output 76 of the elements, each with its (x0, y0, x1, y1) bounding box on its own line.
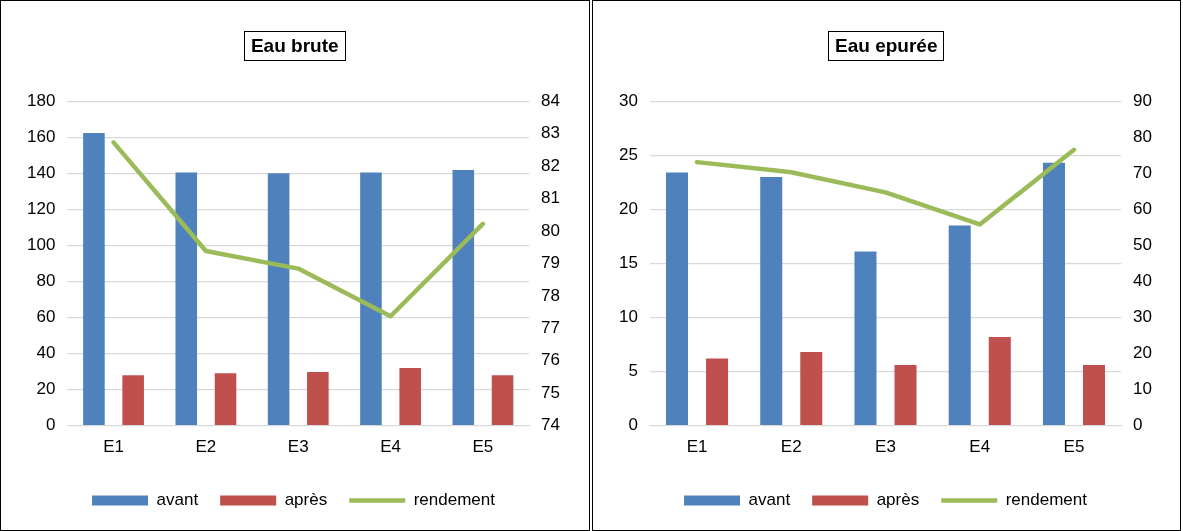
x-tick-label: E5 (1063, 437, 1084, 457)
y2-tick-label: 78 (541, 285, 561, 305)
bar (267, 173, 290, 425)
y2-tick-label: 84 (541, 90, 561, 110)
x-tick-label: E1 (103, 437, 124, 457)
x-tick-label: E2 (195, 437, 217, 457)
bar (799, 352, 822, 425)
bar (894, 365, 917, 425)
y2-tick-label: 10 (1132, 379, 1152, 399)
y2-tick-label: 80 (1132, 126, 1152, 146)
bar (988, 336, 1011, 425)
x-tick-label: E1 (686, 437, 707, 457)
x-tick-label: E5 (472, 437, 494, 457)
bar (665, 172, 688, 425)
y2-tick-label: 74 (541, 415, 561, 435)
bar (1042, 162, 1065, 425)
bar (491, 375, 514, 425)
y2-tick-label: 75 (541, 382, 561, 402)
y2-tick-label: 40 (1132, 271, 1152, 291)
x-tick-label: E3 (287, 437, 309, 457)
y-tick-label: 15 (618, 253, 638, 273)
x-tick-label: E2 (780, 437, 802, 457)
bar (948, 225, 971, 425)
y2-tick-label: 79 (541, 253, 561, 273)
chart-title: Eau epurée (828, 31, 945, 61)
y-tick-label: 40 (36, 343, 56, 363)
y2-tick-label: 76 (541, 350, 561, 370)
y-tick-label: 20 (618, 199, 638, 219)
bar (705, 358, 728, 425)
bar (214, 373, 237, 425)
x-tick-label: E3 (874, 437, 896, 457)
y-tick-label: 10 (618, 307, 638, 327)
y-tick-label: 30 (618, 90, 638, 110)
legend-label: avant (748, 490, 790, 510)
bar (853, 251, 876, 425)
y2-tick-label: 20 (1132, 343, 1152, 363)
y-tick-label: 100 (26, 235, 56, 255)
legend-label: rendement (1005, 490, 1087, 510)
y2-tick-label: 82 (541, 155, 561, 175)
y2-tick-label: 77 (541, 317, 561, 337)
y2-tick-label: 83 (541, 123, 561, 143)
y-tick-label: 0 (45, 415, 56, 435)
legend-label: après (876, 490, 919, 510)
y-tick-label: 60 (36, 307, 56, 327)
y-tick-label: 20 (36, 379, 56, 399)
chart-title: Eau brute (243, 31, 346, 61)
y2-tick-label: 0 (1132, 415, 1143, 435)
bar (122, 375, 144, 425)
y2-tick-label: 80 (541, 220, 561, 240)
y-tick-label: 5 (627, 361, 638, 381)
y-tick-label: 80 (36, 271, 56, 291)
bar (83, 133, 105, 425)
bar (175, 172, 198, 425)
y2-tick-label: 81 (541, 188, 561, 208)
y2-tick-label: 30 (1132, 307, 1152, 327)
y-tick-label: 0 (627, 415, 638, 435)
y-tick-label: 140 (26, 162, 56, 182)
bar (360, 172, 382, 425)
y2-tick-label: 90 (1132, 90, 1152, 110)
y-tick-label: 160 (26, 126, 56, 146)
x-tick-label: E4 (380, 437, 401, 457)
y-tick-label: 25 (618, 144, 638, 164)
y-tick-label: 120 (26, 199, 56, 219)
bar (399, 368, 421, 425)
y-tick-label: 180 (26, 90, 56, 110)
legend-label: après (284, 490, 328, 510)
bar (1082, 365, 1105, 425)
y2-tick-label: 50 (1132, 235, 1152, 255)
y2-tick-label: 70 (1132, 162, 1152, 182)
bar (452, 170, 475, 425)
y2-tick-label: 60 (1132, 199, 1152, 219)
legend-label: avant (156, 490, 199, 510)
legend-label: rendement (413, 490, 496, 510)
bar (759, 176, 782, 425)
bar (307, 371, 329, 425)
x-tick-label: E4 (968, 437, 990, 457)
